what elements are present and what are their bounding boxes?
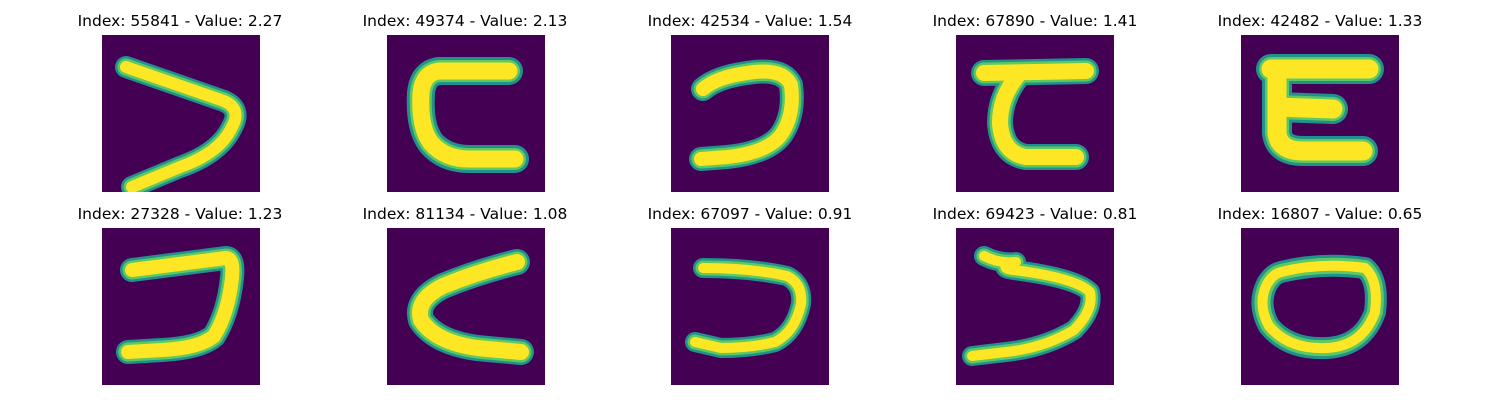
panel-title: Index: 42482 - Value: 1.33: [1217, 12, 1423, 30]
panel-title: Index: 49374 - Value: 2.13: [362, 12, 568, 30]
panel-image: [387, 228, 545, 385]
glyph-image: [116, 246, 245, 364]
panel-image: [102, 228, 260, 385]
glyph-image: [406, 57, 529, 173]
glyph-image: [1256, 54, 1384, 166]
glyph-image: [407, 249, 534, 365]
glyph-image: [689, 59, 804, 171]
glyph-image: [115, 56, 247, 192]
panel-title: Index: 16807 - Value: 0.65: [1217, 205, 1423, 223]
panel-image: [387, 35, 545, 192]
panel-image: [671, 35, 829, 192]
panel-title: Index: 55841 - Value: 2.27: [77, 12, 283, 30]
panel-image: [1241, 35, 1399, 192]
glyph-image: [971, 58, 1099, 170]
panel-title: Index: 27328 - Value: 1.23: [77, 205, 283, 223]
glyph-image: [1251, 254, 1387, 360]
panel-title: Index: 42534 - Value: 1.54: [647, 12, 853, 30]
panel-title: Index: 67097 - Value: 0.91: [647, 205, 853, 223]
panel-title: Index: 81134 - Value: 1.08: [362, 205, 568, 223]
panel-image: [671, 228, 829, 385]
panel-image: [102, 35, 260, 192]
glyph-image: [685, 258, 812, 358]
panel-image: [1241, 228, 1399, 385]
glyph-image: [962, 246, 1101, 366]
panel-title: Index: 67890 - Value: 1.41: [932, 12, 1138, 30]
panel-image: [956, 35, 1114, 192]
panel-image: [956, 228, 1114, 385]
panel-title: Index: 69423 - Value: 0.81: [932, 205, 1138, 223]
